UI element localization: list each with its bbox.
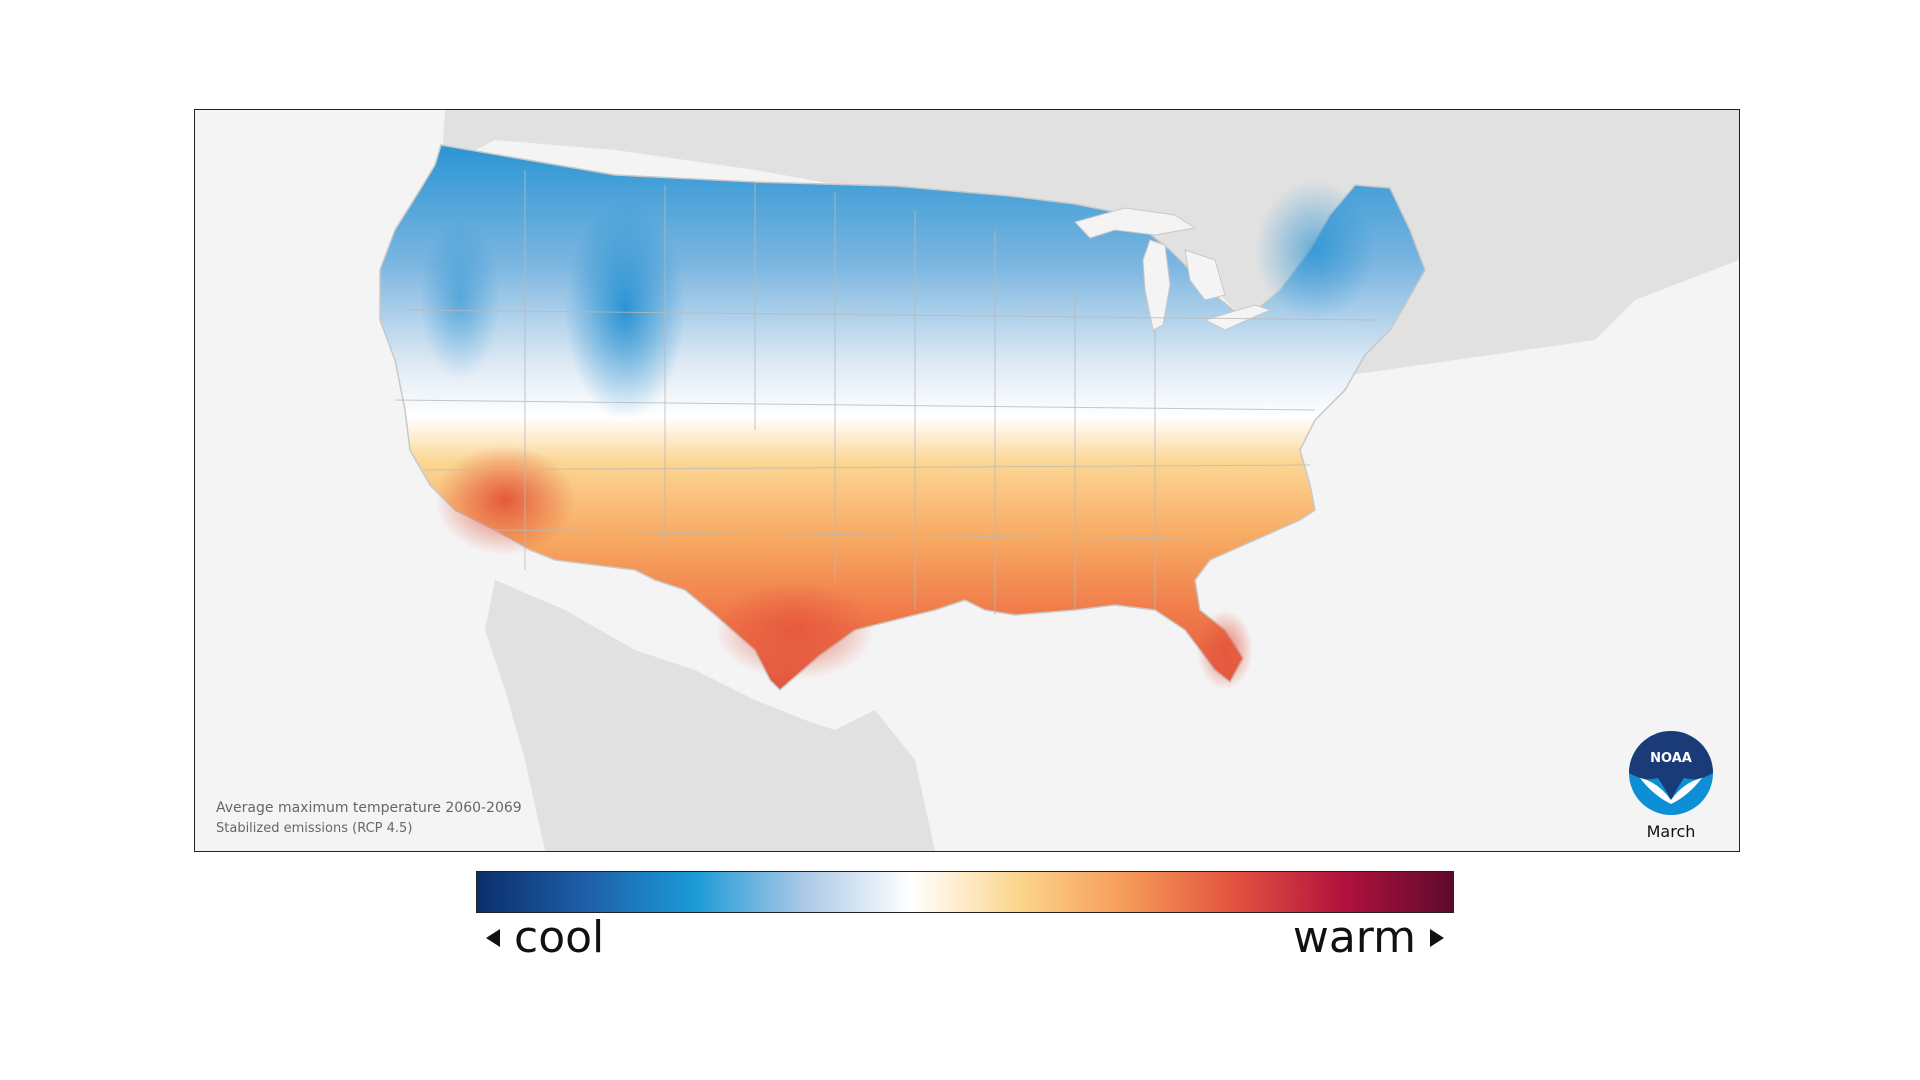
northeast-cool-region [1255, 180, 1375, 320]
noaa-logo-block: NOAA March [1621, 730, 1721, 841]
legend-cool-label: cool [514, 912, 605, 963]
legend-warm-label: warm [1292, 912, 1416, 963]
noaa-logo: NOAA [1629, 731, 1713, 815]
canada-maritimes [1615, 120, 1715, 270]
temperature-map[interactable] [195, 110, 1739, 851]
caption-title: Average maximum temperature 2060-2069 [216, 800, 522, 816]
caption-scenario: Stabilized emissions (RCP 4.5) [216, 821, 413, 836]
legend-warm: warm [1293, 912, 1444, 963]
month-label: March [1646, 822, 1696, 841]
lake-erie [1203, 304, 1272, 331]
state-borders [394, 170, 1376, 615]
desert-warm-region [435, 445, 575, 555]
noaa-logo-text: NOAA [1650, 751, 1692, 766]
lake-superior [1074, 207, 1197, 239]
temperature-colorbar [476, 871, 1454, 913]
sierra-cool-region [420, 220, 500, 380]
florida-warm-region [1197, 610, 1253, 690]
canada-land [440, 110, 1739, 380]
map-panel[interactable]: Average maximum temperature 2060-2069 St… [194, 109, 1740, 852]
lake-huron [1184, 249, 1226, 301]
gulf-warm-region [715, 580, 875, 680]
rockies-cool-region [565, 200, 685, 420]
right-arrow-icon [1430, 928, 1444, 947]
legend-cool: cool [486, 912, 604, 963]
mexico-land [485, 580, 935, 851]
left-arrow-icon [486, 928, 500, 947]
lake-michigan [1142, 239, 1171, 331]
